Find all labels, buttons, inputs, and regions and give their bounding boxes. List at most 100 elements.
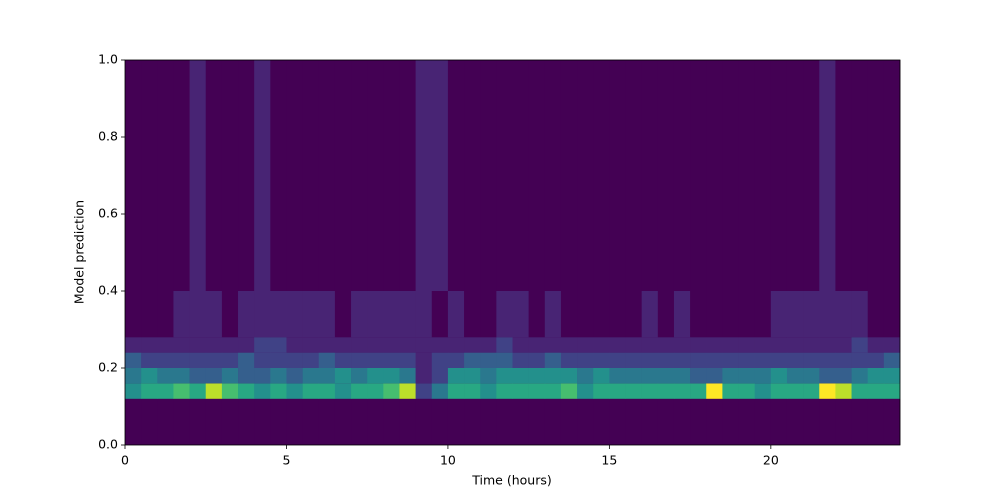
heatmap-cell: [480, 337, 497, 353]
heatmap-cell: [754, 291, 772, 338]
heatmap-cell: [189, 337, 207, 353]
heatmap-cell: [189, 60, 207, 291]
heatmap-cell: [577, 60, 594, 291]
heatmap-cell: [544, 398, 562, 445]
heatmap-cell: [673, 368, 691, 384]
heatmap-cell: [560, 352, 578, 368]
heatmap-cell: [399, 291, 416, 338]
heatmap-cell: [383, 291, 400, 338]
heatmap-cell: [447, 383, 465, 399]
heatmap-cell: [286, 291, 303, 338]
heatmap-cell: [286, 337, 303, 353]
heatmap-cell: [835, 368, 852, 384]
heatmap-cell: [835, 60, 852, 291]
heatmap-cell: [238, 398, 255, 445]
heatmap-cell: [367, 398, 384, 445]
heatmap-cell: [706, 60, 723, 291]
heatmap-cell: [738, 398, 755, 445]
heatmap-cell: [399, 398, 416, 445]
heatmap-cell: [367, 337, 384, 353]
heatmap-cell: [609, 398, 626, 445]
heatmap-cell: [867, 60, 885, 291]
heatmap-cell: [125, 291, 142, 338]
heatmap-cell: [286, 352, 303, 368]
heatmap-cell: [544, 368, 562, 384]
heatmap-cell: [447, 337, 465, 353]
heatmap-cell: [803, 291, 820, 338]
heatmap-cell: [577, 352, 594, 368]
heatmap-cell: [141, 368, 158, 384]
heatmap-cell: [593, 352, 610, 368]
heatmap-cell: [157, 291, 174, 338]
heatmap-cell: [351, 368, 368, 384]
heatmap-cell: [560, 291, 578, 338]
heatmap-cell: [819, 291, 836, 338]
heatmap-cell: [512, 60, 529, 291]
heatmap-cell: [657, 352, 675, 368]
heatmap-cell: [157, 337, 174, 353]
heatmap-cell: [141, 291, 158, 338]
heatmap-cell: [334, 291, 352, 338]
heatmap-cell: [883, 60, 901, 291]
heatmap-cell: [318, 291, 336, 338]
heatmap-cell: [673, 291, 691, 338]
heatmap-cell: [819, 383, 836, 399]
heatmap-cell: [706, 368, 723, 384]
heatmap-cell: [690, 60, 707, 291]
heatmap-cell: [657, 291, 675, 338]
heatmap-cell: [560, 368, 578, 384]
heatmap-cell: [770, 291, 788, 338]
heatmap-cell: [673, 398, 691, 445]
heatmap-cell: [657, 383, 675, 399]
heatmap-cell: [641, 352, 659, 368]
heatmap-cell: [819, 337, 836, 353]
heatmap-cell: [189, 383, 207, 399]
heatmap-cell: [641, 291, 659, 338]
heatmap-cell: [803, 398, 820, 445]
heatmap-cell: [851, 337, 869, 353]
heatmap-cell: [431, 383, 449, 399]
heatmap-cell: [593, 291, 610, 338]
heatmap-cell: [238, 383, 255, 399]
heatmap-cell: [738, 291, 755, 338]
heatmap-cell: [657, 368, 675, 384]
heatmap-cell: [431, 352, 449, 368]
heatmap-cell: [770, 352, 788, 368]
heatmap-cell: [125, 383, 142, 399]
heatmap-cell: [560, 337, 578, 353]
heatmap-cell: [351, 383, 368, 399]
heatmap-cell: [399, 383, 416, 399]
x-tick-label: 15: [601, 453, 617, 468]
heatmap-cell: [173, 60, 190, 291]
heatmap-cell: [302, 352, 320, 368]
heatmap-cell: [334, 368, 352, 384]
heatmap-cell: [351, 352, 368, 368]
heatmap-cell: [221, 368, 239, 384]
heatmap-cell: [657, 398, 675, 445]
heatmap-cell: [851, 368, 869, 384]
heatmap-cell: [883, 352, 901, 368]
heatmap-cell: [447, 398, 465, 445]
heatmap-cell: [302, 337, 320, 353]
heatmap-cell: [447, 291, 465, 338]
heatmap-cell: [318, 337, 336, 353]
heatmap-cell: [464, 368, 481, 384]
heatmap-cell: [270, 352, 287, 368]
heatmap-cell: [447, 352, 465, 368]
heatmap-cell: [480, 291, 497, 338]
heatmap-cell: [399, 352, 416, 368]
heatmap-cell: [560, 60, 578, 291]
heatmap-cell: [480, 383, 497, 399]
heatmap-cell: [851, 398, 869, 445]
heatmap-cell: [641, 383, 659, 399]
heatmap-cell: [238, 291, 255, 338]
heatmap-cell: [690, 337, 707, 353]
x-axis-label: Time (hours): [471, 473, 551, 488]
heatmap-cell: [754, 368, 772, 384]
heatmap-cell: [318, 60, 336, 291]
heatmap-cell: [738, 337, 755, 353]
heatmap-cell: [722, 352, 739, 368]
heatmap-cell: [593, 60, 610, 291]
heatmap-cell: [609, 368, 626, 384]
